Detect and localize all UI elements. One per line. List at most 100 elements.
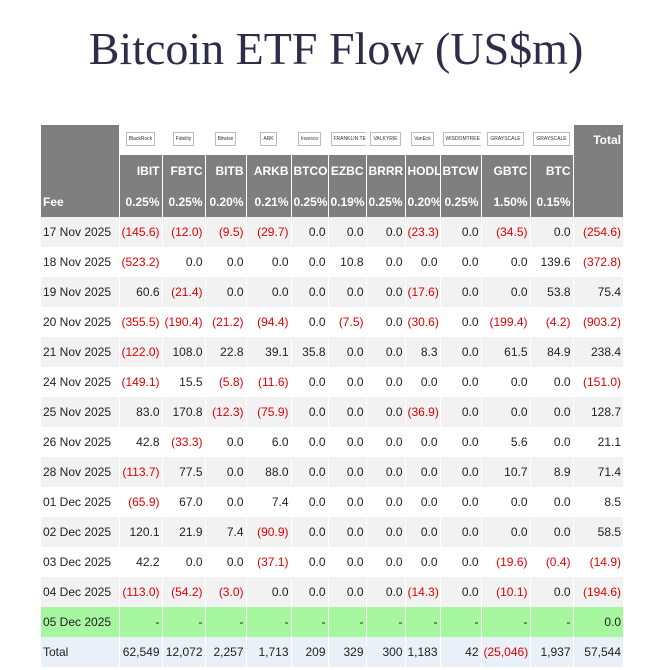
flow-value: (75.9): [245, 397, 291, 427]
flow-value: 0.0: [480, 247, 530, 277]
flow-value: 21.1: [572, 427, 623, 457]
flow-value: -: [365, 607, 405, 637]
flow-value: 0.0: [365, 217, 405, 247]
flow-value: 35.8: [290, 337, 328, 367]
flow-value: 0.0: [327, 517, 366, 547]
flow-value: (9.5): [204, 217, 246, 247]
flow-value: (90.9): [245, 517, 291, 547]
issuer-logo: WISDOMTREE: [442, 131, 481, 146]
flow-value: 0.0: [365, 517, 405, 547]
flow-value: (37.1): [245, 547, 291, 577]
ticker: BRRR: [365, 155, 405, 186]
flow-value: 0.0: [290, 457, 328, 487]
flow-value: 0.0: [404, 487, 440, 517]
flow-value: 0.0: [529, 577, 573, 607]
flow-value: 0.0: [439, 577, 481, 607]
empty-cell: [41, 155, 119, 186]
flow-value: 0.0: [439, 427, 481, 457]
flow-value: 0.0: [290, 547, 328, 577]
flow-value: 0.0: [290, 397, 328, 427]
flow-value: 0.0: [245, 247, 291, 277]
date: 18 Nov 2025: [41, 247, 119, 277]
flow-value: (5.8): [204, 367, 246, 397]
total-value: 1,183: [404, 637, 440, 667]
logo-cell: FRANKLIN TEMPLETON: [327, 125, 366, 155]
fee: 0.25%: [118, 186, 162, 217]
flow-value: 170.8: [161, 397, 205, 427]
flow-value: 0.0: [439, 337, 481, 367]
flow-value: 10.7: [480, 457, 530, 487]
flow-value: (7.5): [327, 307, 366, 337]
flow-value: 0.0: [204, 547, 246, 577]
flow-row: 19 Nov 2025 60.6 (21.4) 0.0 0.0 0.0 0.0 0.0 (17.…: [41, 277, 623, 307]
total-value: 1,713: [245, 637, 291, 667]
date: 19 Nov 2025: [41, 277, 119, 307]
flow-value: (113.0): [118, 577, 162, 607]
flow-value: 0.0: [529, 427, 573, 457]
flow-value: 0.0: [290, 277, 328, 307]
ticker-row: IBIT FBTC BITB ARKB BTCO EZBC BRRR HODL BTCW GBTC…: [41, 155, 623, 186]
total-value: 300: [365, 637, 405, 667]
flow-value: 5.6: [480, 427, 530, 457]
flow-value: 0.0: [327, 397, 366, 427]
flow-value: 0.0: [161, 547, 205, 577]
flow-value: 0.0: [290, 307, 328, 337]
flow-value: 0.0: [327, 457, 366, 487]
flow-value: 0.0: [290, 517, 328, 547]
flow-value: 67.0: [161, 487, 205, 517]
ticker: ARKB: [245, 155, 291, 186]
flow-value: 0.0: [439, 247, 481, 277]
fee: 0.20%: [204, 186, 246, 217]
flow-value: 0.0: [327, 367, 366, 397]
flow-value: (145.6): [118, 217, 162, 247]
flow-value: (65.9): [118, 487, 162, 517]
flow-value: 0.0: [572, 607, 623, 637]
flow-value: -: [204, 607, 246, 637]
flow-value: 108.0: [161, 337, 205, 367]
flow-value: 0.0: [290, 217, 328, 247]
flow-value: 0.0: [327, 217, 366, 247]
flow-value: 0.0: [365, 337, 405, 367]
ticker: BTCW: [439, 155, 481, 186]
flow-value: 0.0: [290, 487, 328, 517]
ticker: BTCO: [290, 155, 328, 186]
flow-value: 0.0: [439, 397, 481, 427]
flow-row: 04 Dec 2025 (113.0) (54.2) (3.0) 0.0 0.0 0.0 0.…: [41, 577, 623, 607]
flow-value: 0.0: [204, 427, 246, 457]
flow-value: 0.0: [365, 457, 405, 487]
flow-value: 8.3: [404, 337, 440, 367]
flow-value: (19.6): [480, 547, 530, 577]
flow-value: 0.0: [327, 277, 366, 307]
issuer-logo: VanEck: [411, 131, 434, 146]
fee: 0.20%: [404, 186, 440, 217]
total-value: 2,257: [204, 637, 246, 667]
total-value: 42: [439, 637, 481, 667]
flow-value: (12.0): [161, 217, 205, 247]
ticker: EZBC: [327, 155, 366, 186]
flow-value: (0.4): [529, 547, 573, 577]
flow-value: -: [439, 607, 481, 637]
flow-value: 0.0: [290, 247, 328, 277]
flow-value: 75.4: [572, 277, 623, 307]
flow-value: 0.0: [290, 367, 328, 397]
flow-value: (523.2): [118, 247, 162, 277]
total-label: Total: [41, 637, 119, 667]
flow-value: 0.0: [439, 307, 481, 337]
flow-value: (903.2): [572, 307, 623, 337]
flow-value: 0.0: [480, 277, 530, 307]
flow-row: 26 Nov 2025 42.8 (33.3) 0.0 6.0 0.0 0.0 0.0 0.0 0…: [41, 427, 623, 457]
issuer-logo: VALKYRIE: [370, 131, 401, 146]
flow-value: 0.0: [529, 367, 573, 397]
flow-value: (14.3): [404, 577, 440, 607]
flow-value: 0.0: [327, 337, 366, 367]
date: 21 Nov 2025: [41, 337, 119, 367]
date: 26 Nov 2025: [41, 427, 119, 457]
flow-value: 15.5: [161, 367, 205, 397]
flow-value: -: [245, 607, 291, 637]
ticker: FBTC: [161, 155, 205, 186]
page-title: Bitcoin ETF Flow (US$m): [88, 23, 584, 74]
flow-value: 0.0: [439, 547, 481, 577]
flow-value: 88.0: [245, 457, 291, 487]
flow-row: 20 Nov 2025 (355.5) (190.4) (21.2) (94.4) 0.0…: [41, 307, 623, 337]
flow-value: (199.4): [480, 307, 530, 337]
